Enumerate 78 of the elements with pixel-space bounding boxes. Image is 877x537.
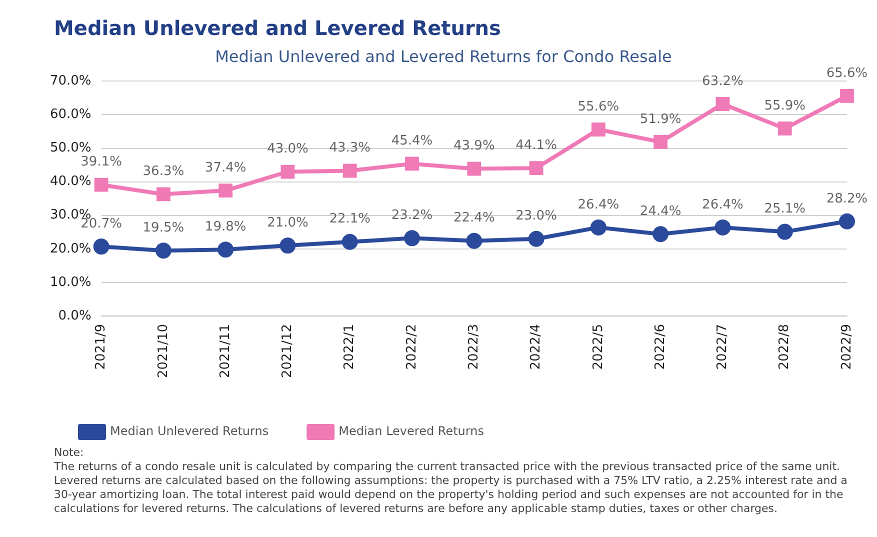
data-label: 43.9% xyxy=(453,138,495,154)
y-tick-label: 70.0% xyxy=(50,74,92,89)
x-tick-label: 2022/5 xyxy=(590,324,606,370)
data-label: 44.1% xyxy=(516,138,557,153)
x-tick-label: 2021/11 xyxy=(218,324,233,378)
point xyxy=(94,178,108,192)
data-label: 63.2% xyxy=(702,74,744,89)
data-label: 22.4% xyxy=(453,210,495,226)
data-label: 55.6% xyxy=(578,99,620,114)
y-tick-label: 20.0% xyxy=(50,241,92,256)
x-tick-label: 2021/9 xyxy=(94,324,109,370)
point xyxy=(528,230,544,247)
data-label: 20.7% xyxy=(80,216,122,232)
data-label: 37.4% xyxy=(204,160,246,176)
point xyxy=(404,230,420,246)
y-tick-label: 0.0% xyxy=(58,308,92,324)
x-tick-label: 2022/3 xyxy=(466,324,482,370)
x-tick-label: 2022/8 xyxy=(777,324,792,370)
point xyxy=(839,213,855,230)
point xyxy=(467,162,482,176)
point xyxy=(466,232,482,249)
data-label: 55.9% xyxy=(764,98,806,114)
point xyxy=(218,242,234,258)
point xyxy=(342,164,357,178)
data-label: 22.1% xyxy=(329,212,371,227)
point xyxy=(654,134,668,149)
data-label: 43.3% xyxy=(329,140,371,156)
point xyxy=(93,238,110,255)
y-tick-label: 10.0% xyxy=(50,274,92,290)
x-tick-label: 2021/10 xyxy=(156,324,171,378)
x-tick-label: 2022/9 xyxy=(839,324,854,370)
point xyxy=(714,219,731,236)
data-label: 45.4% xyxy=(391,134,433,149)
x-tick-label: 2022/6 xyxy=(652,324,668,370)
point xyxy=(156,187,170,202)
x-tick-label: 2022/1 xyxy=(342,324,358,370)
point xyxy=(590,219,606,236)
point xyxy=(776,224,793,240)
y-tick-label: 40.0% xyxy=(50,174,92,190)
x-tick-label: 2022/7 xyxy=(715,324,730,370)
data-label: 28.2% xyxy=(826,191,868,206)
data-label: 26.4% xyxy=(702,197,744,212)
point xyxy=(342,234,358,250)
data-label: 24.4% xyxy=(640,204,682,220)
point xyxy=(591,122,606,136)
data-label: 25.1% xyxy=(764,202,806,217)
data-label: 36.3% xyxy=(142,164,184,180)
point xyxy=(280,238,296,254)
legend-label: Median Levered Returns xyxy=(338,424,484,438)
chart-subtitle: Median Unlevered and Levered Returns for Condo Resale xyxy=(215,46,672,66)
point xyxy=(405,156,419,171)
data-label: 23.0% xyxy=(516,208,557,224)
x-tick-label: 2022/2 xyxy=(404,324,420,370)
chart-title: Median Unlevered and Levered Returns xyxy=(54,16,501,40)
data-label: 51.9% xyxy=(640,112,682,127)
point xyxy=(778,122,792,136)
y-tick-label: 50.0% xyxy=(50,140,92,156)
point xyxy=(840,89,854,103)
legend-label: Median Unlevered Returns xyxy=(110,424,269,438)
data-label: 23.2% xyxy=(391,208,433,224)
data-label: 43.0% xyxy=(267,142,308,157)
data-label: 65.6% xyxy=(826,66,868,81)
point xyxy=(716,97,730,111)
x-tick-label: 2022/4 xyxy=(528,324,544,370)
point xyxy=(155,242,172,259)
y-tick-label: 60.0% xyxy=(50,107,92,122)
data-label: 21.0% xyxy=(267,215,308,230)
data-label: 26.4% xyxy=(578,197,620,212)
point xyxy=(529,161,544,176)
text: Note: xyxy=(54,446,85,460)
data-label: 39.1% xyxy=(80,154,122,170)
point xyxy=(652,226,669,242)
point xyxy=(218,184,233,198)
data-label: 19.8% xyxy=(204,219,246,234)
point xyxy=(280,164,295,179)
x-tick-label: 2021/12 xyxy=(280,324,296,378)
text: The returns of a condo resale unit is calculated by comparing the current transacted price with the previous transacted price of the same unit. Levered returns are calculated based on the following assumptions: the property is purchased with a 75% LTV ratio, a 2.25% interest rate and a 30-year amortizing loan. The total interest paid would depend on the property's holding period and such expenses are not accounted for in the calculations for levered returns. The calculations of levered returns are before any applicable stamp duties, taxes or other charges. xyxy=(54,460,848,516)
data-label: 19.5% xyxy=(142,220,184,236)
